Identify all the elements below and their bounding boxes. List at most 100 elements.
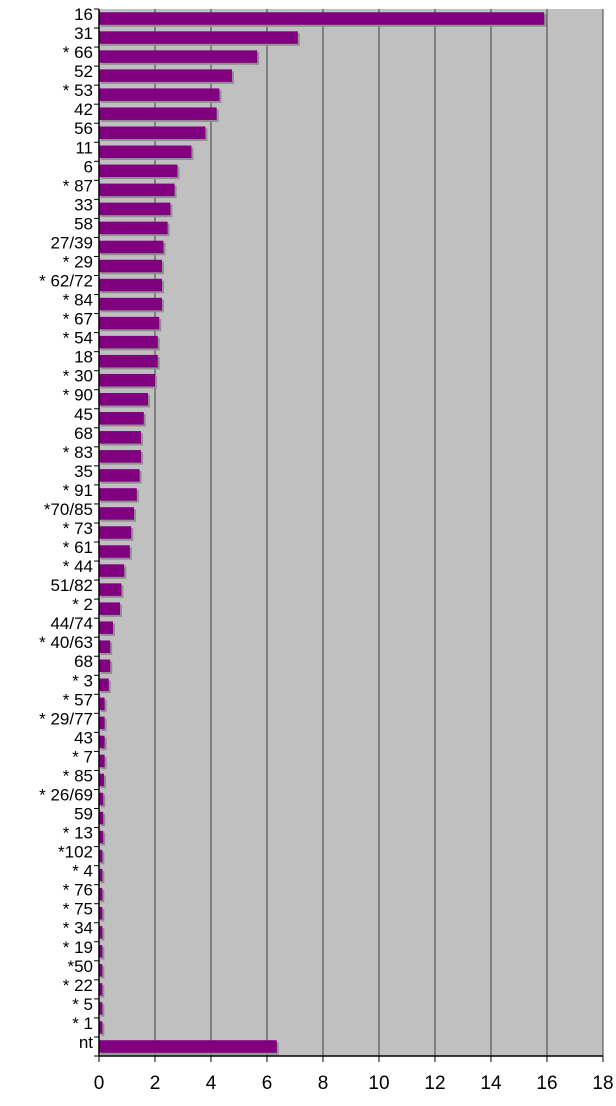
category-label: 58 <box>74 214 93 233</box>
category-label: * 76 <box>63 881 93 900</box>
category-label: * 7 <box>72 747 93 766</box>
category-label: 11 <box>75 138 93 157</box>
bar <box>99 469 140 482</box>
category-label: * 75 <box>63 900 93 919</box>
bar <box>99 431 141 444</box>
bar <box>99 164 178 178</box>
bar <box>99 316 160 330</box>
bar <box>99 830 104 844</box>
bar <box>99 12 545 25</box>
category-label: *102 <box>58 843 93 862</box>
category-label: 56 <box>74 119 93 138</box>
bar <box>99 583 122 596</box>
bar <box>99 621 113 634</box>
category-label: * 87 <box>63 176 93 195</box>
category-label: 43 <box>74 728 93 747</box>
bar <box>99 811 104 825</box>
category-label: * 62/72 <box>39 272 93 291</box>
category-label: 18 <box>74 348 93 367</box>
category-label: 52 <box>74 62 93 81</box>
bar <box>99 716 105 730</box>
bar <box>99 297 162 311</box>
category-label: * 57 <box>63 690 93 709</box>
bar <box>99 868 103 882</box>
bar-shadow <box>101 966 105 979</box>
category-label: nt <box>79 1033 93 1052</box>
bar-shadow <box>101 947 105 960</box>
bar <box>99 926 103 939</box>
bar <box>99 945 103 958</box>
bar <box>99 849 103 863</box>
bar-shadow <box>101 1023 105 1036</box>
category-label: * 90 <box>63 386 93 405</box>
bar <box>99 354 158 368</box>
bar-shadow <box>101 870 105 884</box>
bar <box>99 335 158 349</box>
category-label: * 29 <box>63 252 93 271</box>
bar-shadow <box>101 985 105 998</box>
x-tick-label: 10 <box>368 1073 389 1094</box>
bar <box>99 221 168 235</box>
category-label: 51/82 <box>50 576 93 595</box>
bar <box>99 640 111 653</box>
bar <box>99 240 164 254</box>
category-label: * 30 <box>63 367 93 386</box>
category-label: * 40/63 <box>39 633 93 652</box>
category-label: * 29/77 <box>39 709 93 728</box>
bar <box>99 906 103 920</box>
category-label: * 53 <box>63 81 93 100</box>
category-label: * 19 <box>63 938 93 957</box>
bar <box>99 964 103 977</box>
bar <box>99 507 134 520</box>
category-label: * 84 <box>63 291 93 310</box>
bar <box>99 545 130 558</box>
category-label: * 2 <box>72 595 93 614</box>
bar <box>99 792 104 806</box>
category-label: * 3 <box>72 671 93 690</box>
x-tick-label: 14 <box>480 1073 502 1094</box>
bar <box>99 678 109 692</box>
bar <box>99 88 220 101</box>
x-tick-label: 18 <box>592 1073 613 1094</box>
category-label: * 83 <box>63 443 93 462</box>
bar <box>99 1021 103 1034</box>
bar <box>99 773 105 787</box>
category-label: * 66 <box>63 43 93 62</box>
category-label: 6 <box>84 157 93 176</box>
bar <box>99 145 192 159</box>
category-label: * 26/69 <box>39 785 93 804</box>
x-tick-label: 8 <box>318 1073 329 1094</box>
bar <box>99 887 103 901</box>
x-tick-label: 12 <box>424 1073 445 1094</box>
category-label: * 73 <box>63 519 93 538</box>
category-label: 68 <box>74 424 93 443</box>
bar <box>99 488 137 501</box>
bar <box>99 754 105 768</box>
category-label: 45 <box>74 405 93 424</box>
bar-shadow <box>101 908 105 922</box>
category-label: * 5 <box>72 995 93 1014</box>
category-label: 35 <box>74 462 93 481</box>
bar <box>99 126 206 139</box>
bar <box>99 564 125 577</box>
category-label: 16 <box>74 5 93 24</box>
category-label: * 91 <box>63 481 93 500</box>
bar <box>99 659 111 673</box>
x-tick-label: 6 <box>262 1073 273 1094</box>
bar <box>99 983 103 996</box>
bar <box>99 412 144 425</box>
bar <box>99 259 162 273</box>
category-label: 59 <box>74 805 93 824</box>
bar-shadow <box>101 851 105 865</box>
bar <box>99 1040 277 1053</box>
category-label: *50 <box>67 957 93 976</box>
bar <box>99 526 132 539</box>
category-label: 42 <box>74 100 93 119</box>
bar <box>99 602 120 615</box>
category-label: * 44 <box>63 557 93 576</box>
category-label: *70/85 <box>44 500 93 519</box>
bar <box>99 183 175 197</box>
bar <box>99 1002 103 1015</box>
